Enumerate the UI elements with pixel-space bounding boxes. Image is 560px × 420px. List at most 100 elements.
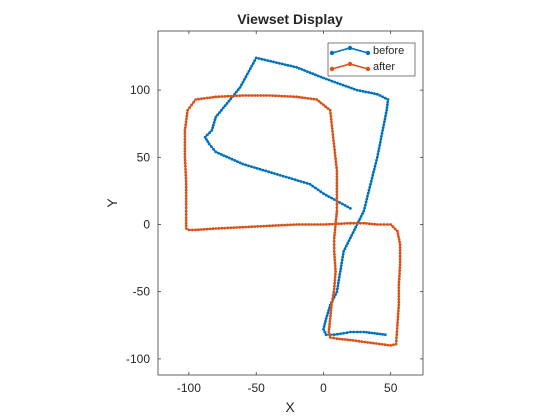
data-point-after — [190, 103, 194, 107]
data-point-after — [226, 94, 230, 98]
y-tick-label: -50 — [133, 285, 151, 299]
data-point-after — [214, 227, 218, 230]
legend-entry-before[interactable]: before — [329, 45, 404, 57]
legend[interactable]: before after — [327, 42, 416, 77]
data-point-before — [349, 207, 352, 210]
data-point-before — [384, 111, 388, 115]
data-point-after — [183, 135, 187, 138]
data-point-after — [373, 222, 376, 226]
data-point-before — [277, 61, 281, 65]
data-point-after — [229, 94, 233, 98]
data-point-after — [333, 273, 337, 276]
data-point-after — [325, 223, 328, 226]
data-point-after — [330, 124, 334, 127]
data-point-before — [349, 236, 352, 240]
data-point-before — [345, 331, 349, 335]
data-point-after — [329, 311, 333, 315]
data-point-before — [236, 88, 240, 92]
data-point-after — [377, 342, 381, 346]
legend-label-after: after — [373, 61, 395, 73]
data-point-after — [330, 300, 334, 304]
data-point-before — [380, 135, 383, 138]
data-point-after — [396, 321, 399, 324]
data-point-after — [389, 223, 393, 226]
data-point-after — [313, 223, 316, 226]
data-point-before — [364, 200, 368, 204]
data-point-before — [355, 88, 359, 92]
data-point-after — [268, 224, 271, 228]
data-point-after — [334, 220, 338, 224]
axes-layer: -100 -50 0 50 -100 -50 0 50 100 — [126, 30, 424, 395]
data-point-after — [303, 96, 307, 100]
data-point-before — [330, 79, 334, 83]
data-point-before — [343, 204, 347, 207]
data-point-after — [329, 111, 332, 115]
data-point-before — [327, 309, 330, 312]
data-point-before — [283, 63, 287, 66]
data-point-after — [184, 179, 188, 183]
data-point-after — [194, 228, 198, 232]
data-point-after — [183, 147, 187, 150]
data-point-before — [372, 167, 376, 171]
data-point-before — [344, 84, 348, 88]
data-point-before — [319, 190, 323, 194]
data-point-after — [365, 222, 368, 225]
data-point-before — [341, 83, 345, 87]
data-point-after — [397, 309, 400, 313]
data-point-after — [184, 188, 188, 192]
data-point-before — [269, 59, 272, 63]
legend-entry-after[interactable]: after — [329, 61, 396, 73]
data-point-after — [238, 225, 242, 229]
data-point-before — [287, 176, 291, 180]
data-point-before — [338, 82, 342, 86]
series-line-before — [204, 57, 389, 336]
data-point-before — [366, 191, 370, 195]
data-point-after — [340, 222, 343, 226]
data-point-before — [248, 67, 252, 70]
x-tick-label: 50 — [384, 381, 398, 395]
data-point-after — [329, 306, 333, 310]
data-point-after — [352, 221, 356, 225]
data-point-after — [331, 222, 334, 226]
data-point-after — [334, 157, 337, 161]
data-point-after — [244, 225, 248, 229]
data-point-before — [367, 91, 370, 94]
data-point-after — [396, 229, 399, 233]
data-point-after — [330, 121, 333, 124]
data-point-before — [381, 129, 384, 132]
data-point-after — [223, 226, 227, 230]
data-point-before — [233, 159, 237, 162]
data-point-before — [305, 181, 309, 185]
data-point-before — [358, 89, 362, 93]
data-point-after — [277, 224, 280, 227]
data-point-after — [334, 163, 338, 167]
data-point-before — [338, 270, 342, 273]
data-point-after — [333, 154, 337, 158]
data-point-after — [386, 343, 390, 347]
data-point-before — [385, 108, 389, 112]
data-point-after — [333, 228, 337, 232]
data-point-after — [389, 344, 393, 347]
data-point-before — [297, 67, 301, 70]
data-point-after — [328, 319, 332, 323]
data-point-after — [183, 126, 187, 129]
data-point-before — [258, 167, 262, 171]
data-point-before — [221, 106, 225, 110]
data-point-before — [378, 94, 382, 97]
data-point-before — [339, 264, 343, 268]
data-point-before — [272, 60, 275, 64]
data-point-after — [398, 266, 402, 270]
data-point-after — [185, 117, 188, 121]
data-point-before — [375, 158, 378, 162]
data-point-before — [212, 147, 216, 151]
data-point-after — [398, 272, 401, 275]
data-point-before — [323, 330, 327, 334]
data-point-before — [344, 244, 348, 248]
legend-swatch-marker-after — [329, 66, 335, 72]
data-point-after — [298, 223, 301, 226]
data-point-before — [326, 311, 330, 315]
data-point-before — [339, 267, 343, 271]
data-point-before — [384, 114, 387, 118]
data-point-after — [335, 178, 339, 182]
data-point-after — [331, 294, 335, 297]
